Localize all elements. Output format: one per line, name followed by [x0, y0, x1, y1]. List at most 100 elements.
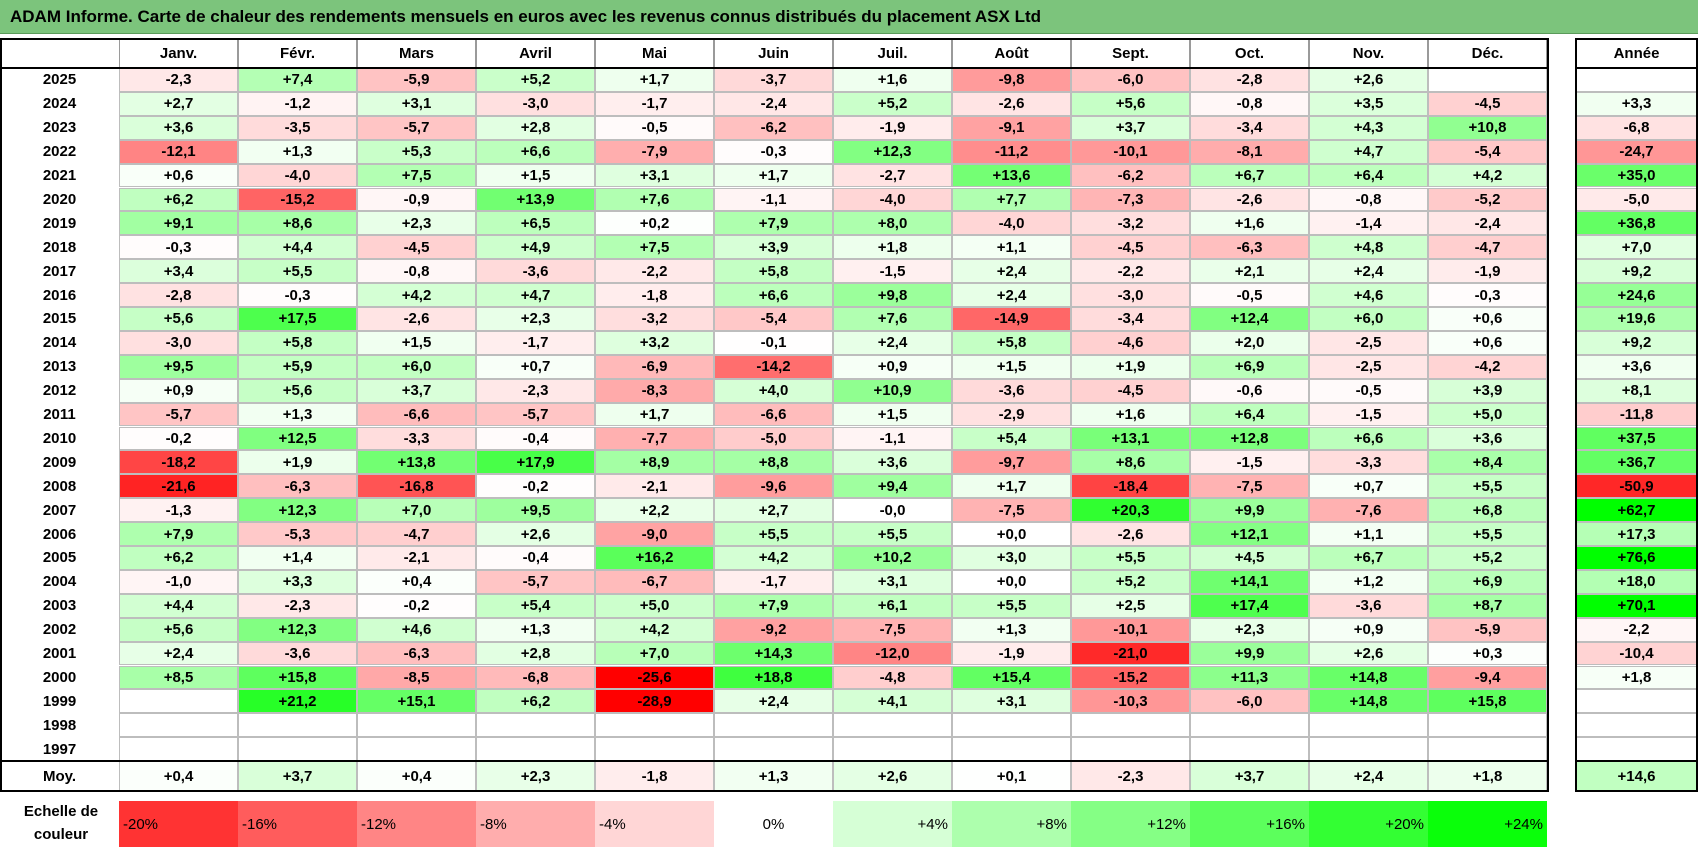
heatmap-cell: +3,0: [952, 546, 1071, 570]
heatmap-cell: [833, 737, 952, 762]
month-header: Mai: [595, 39, 714, 68]
heatmap-cell: -3,4: [1071, 307, 1190, 331]
heatmap-cell: +17,4: [1190, 593, 1309, 618]
annual-cell: -2,2: [1576, 617, 1697, 642]
heatmap-cell: -10,3: [1071, 689, 1190, 714]
heatmap-cell: -8,3: [595, 378, 714, 403]
color-scale-stop: -12%: [357, 801, 476, 847]
heatmap-cell: +3,5: [1309, 91, 1428, 116]
heatmap-cell: +13,6: [952, 163, 1071, 188]
heatmap-cell: +4,0: [714, 378, 833, 403]
heatmap-cell: +8,7: [1428, 593, 1547, 618]
heatmap-cell: [238, 737, 357, 762]
heatmap-cell: +1,6: [833, 68, 952, 92]
heatmap-cell: -5,9: [1428, 617, 1547, 642]
color-scale-stop: -8%: [476, 801, 595, 847]
heatmap-cell: +2,4: [119, 641, 238, 666]
annual-cell: -11,8: [1576, 402, 1697, 427]
annual-cell: [1576, 689, 1697, 714]
heatmap-cell: +5,5: [1428, 474, 1547, 499]
heatmap-cell: +4,7: [1309, 139, 1428, 164]
heatmap-cell: +9,1: [119, 211, 238, 236]
heatmap-cell: +13,8: [357, 450, 476, 475]
heatmap-cell: +1,6: [1071, 402, 1190, 427]
heatmap-cell: +10,8: [1428, 115, 1547, 140]
heatmap-cell: [1071, 737, 1190, 762]
heatmap-cell: +2,8: [476, 115, 595, 140]
heatmap-cell: -1,7: [595, 91, 714, 116]
heatmap-cell: -6,2: [714, 115, 833, 140]
heatmap-cell: +18,8: [714, 665, 833, 690]
heatmap-cell: +1,7: [714, 163, 833, 188]
heatmap-cell: +2,4: [833, 330, 952, 355]
heatmap-cell: +2,6: [1309, 68, 1428, 92]
heatmap-cell: -16,8: [357, 474, 476, 499]
row-year-label: 2023: [0, 115, 119, 140]
heatmap-cell: -6,7: [595, 569, 714, 594]
heatmap-cell: -10,1: [1071, 139, 1190, 164]
heatmap-cell: -3,5: [238, 115, 357, 140]
heatmap-cell: -7,5: [833, 617, 952, 642]
heatmap-cell: +6,6: [476, 139, 595, 164]
heatmap-cell: +1,3: [952, 617, 1071, 642]
heatmap-cell: -4,6: [1071, 330, 1190, 355]
heatmap-cell: -1,0: [119, 569, 238, 594]
row-year-label: 1997: [0, 737, 119, 762]
annual-cell: +9,2: [1576, 259, 1697, 284]
heatmap-cell: -4,5: [1071, 378, 1190, 403]
heatmap-cell: -3,6: [952, 378, 1071, 403]
heatmap-cell: -6,9: [595, 354, 714, 379]
heatmap-cell: +15,8: [238, 665, 357, 690]
heatmap-cell: +8,9: [595, 450, 714, 475]
heatmap-cell: -1,5: [1309, 402, 1428, 427]
heatmap-cell: -3,2: [595, 307, 714, 331]
heatmap-cell: -0,2: [119, 426, 238, 451]
heatmap-cell: -5,7: [119, 402, 238, 427]
heatmap-cell: +6,2: [119, 546, 238, 570]
heatmap-cell: -1,4: [1309, 211, 1428, 236]
heatmap-cell: +9,9: [1190, 641, 1309, 666]
heatmap-cell: +1,5: [476, 163, 595, 188]
heatmap-cell: +3,3: [238, 569, 357, 594]
heatmap-cell: -0,8: [1309, 187, 1428, 212]
heatmap-cell: +6,9: [1190, 354, 1309, 379]
average-cell: +0,4: [119, 761, 238, 791]
heatmap-cell: -0,8: [357, 259, 476, 284]
heatmap-cell: +4,4: [238, 235, 357, 260]
row-year-label: 2025: [0, 68, 119, 92]
annual-cell: +36,7: [1576, 450, 1697, 475]
heatmap-cell: +6,1: [833, 593, 952, 618]
heatmap-cell: -3,7: [714, 68, 833, 92]
heatmap-cell: -2,6: [1190, 187, 1309, 212]
heatmap-cell: +5,5: [714, 522, 833, 546]
color-scale-stop: -20%: [119, 801, 238, 847]
heatmap-cell: +4,3: [1309, 115, 1428, 140]
color-scale-stop: -4%: [595, 801, 714, 847]
annual-cell: +62,7: [1576, 498, 1697, 523]
heatmap-cell: +1,3: [476, 617, 595, 642]
heatmap-cell: -3,0: [476, 91, 595, 116]
average-cell: +3,7: [238, 761, 357, 791]
heatmap-cell: -2,3: [119, 68, 238, 92]
row-year-label: 2003: [0, 593, 119, 618]
heatmap-cell: +5,0: [1428, 402, 1547, 427]
heatmap-cell: +7,0: [357, 498, 476, 523]
average-label: Moy.: [0, 761, 119, 791]
heatmap-cell: -3,4: [1190, 115, 1309, 140]
annual-cell: -10,4: [1576, 641, 1697, 666]
heatmap-cell: +12,3: [238, 498, 357, 523]
heatmap-cell: -1,9: [952, 641, 1071, 666]
heatmap-cell: +21,2: [238, 689, 357, 714]
row-year-label: 1998: [0, 713, 119, 738]
heatmap-cell: [1190, 713, 1309, 738]
month-header: Avril: [476, 39, 595, 68]
color-scale-stop: +8%: [952, 801, 1071, 847]
heatmap-cell: -2,2: [1071, 259, 1190, 284]
heatmap-cell: +12,5: [238, 426, 357, 451]
month-header: Janv.: [119, 39, 238, 68]
heatmap-cell: -28,9: [595, 689, 714, 714]
heatmap-cell: +2,5: [1071, 593, 1190, 618]
heatmap-cell: -3,2: [1071, 211, 1190, 236]
heatmap-cell: +2,8: [476, 641, 595, 666]
